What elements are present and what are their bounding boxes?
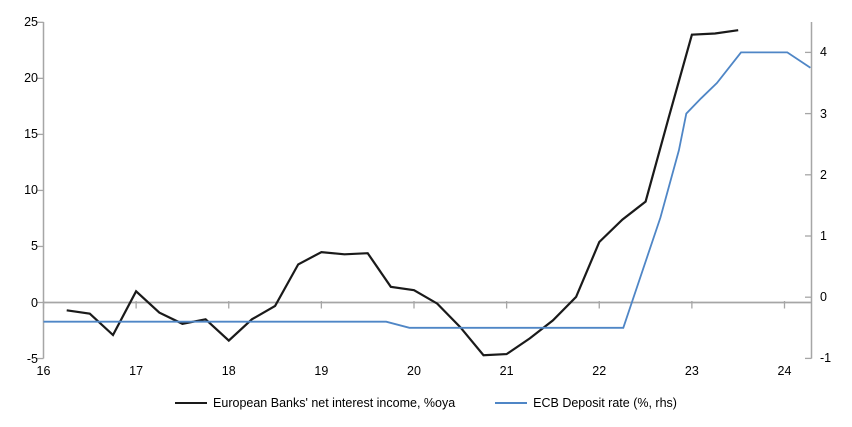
left-axis-tick-label: 0	[31, 295, 38, 310]
left-axis-tick-label: 10	[24, 183, 38, 198]
x-axis-tick-label: 16	[36, 364, 51, 378]
right-axis-tick-label: 0	[820, 290, 827, 305]
ecb-deposit-rate-legend-label: ECB Deposit rate (%, rhs)	[533, 396, 677, 410]
left-axis-tick-label: 5	[31, 239, 38, 254]
right-axis-tick-label: 2	[820, 167, 827, 182]
net-interest-income-legend-label: European Banks' net interest income, %oy…	[213, 396, 456, 410]
legend-item-ecb-deposit-rate: ECB Deposit rate (%, rhs)	[495, 396, 677, 410]
x-axis-tick-label: 19	[314, 364, 329, 378]
x-axis-tick-label: 18	[221, 364, 236, 378]
left-axis-tick-label: -5	[26, 351, 38, 366]
right-axis-tick-label: 4	[820, 45, 827, 60]
left-axis-tick-label: 25	[24, 15, 38, 30]
net-interest-income-line	[66, 29, 739, 357]
x-axis-tick-label: 24	[777, 364, 792, 378]
left-axis-tick-label: 15	[24, 127, 38, 142]
x-axis-tick-label: 21	[499, 364, 514, 378]
ecb-deposit-rate-line	[43, 51, 811, 329]
chart-legend: European Banks' net interest income, %oy…	[0, 392, 852, 414]
right-axis-tick-label: 3	[820, 106, 827, 121]
legend-item-net-interest-income: European Banks' net interest income, %oy…	[175, 396, 455, 410]
left-axis-tick-label: 20	[24, 71, 38, 86]
right-axis-tick-label: 1	[820, 229, 827, 243]
x-axis-tick-label: 22	[592, 364, 607, 378]
ecb-deposit-rate-line-swatch	[495, 402, 528, 404]
x-axis-tick-label: 20	[407, 364, 421, 378]
net-interest-income-line-swatch	[175, 402, 208, 404]
right-axis-tick-label: -1	[820, 351, 832, 366]
x-axis-tick-label: 17	[129, 364, 144, 378]
x-axis-tick-label: 23	[684, 364, 699, 378]
